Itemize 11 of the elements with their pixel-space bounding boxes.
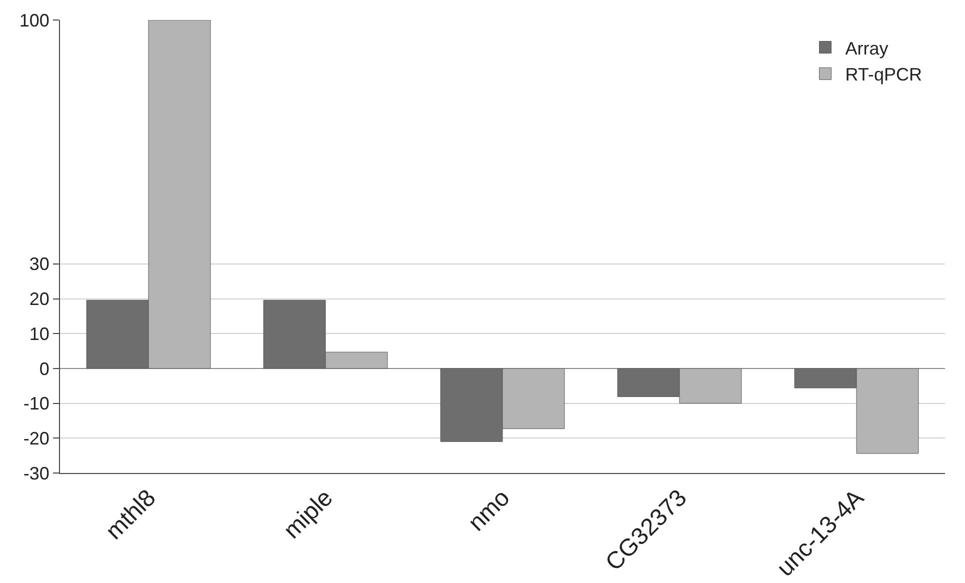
y-tick-label: 10: [29, 324, 50, 344]
legend-label: Array: [845, 38, 888, 58]
y-tick-label: -30: [23, 463, 50, 484]
y-tick-label: -20: [23, 428, 50, 448]
y-tick-label: 0: [39, 358, 50, 379]
y-tick-label: -10: [23, 394, 50, 414]
legend-label: RT-qPCR: [845, 64, 922, 85]
y-tick-label: 20: [29, 289, 50, 310]
x-tick-label: nmo: [463, 484, 516, 537]
y-tick-label: 100: [19, 10, 50, 30]
y-tick-label: 30: [29, 254, 50, 274]
